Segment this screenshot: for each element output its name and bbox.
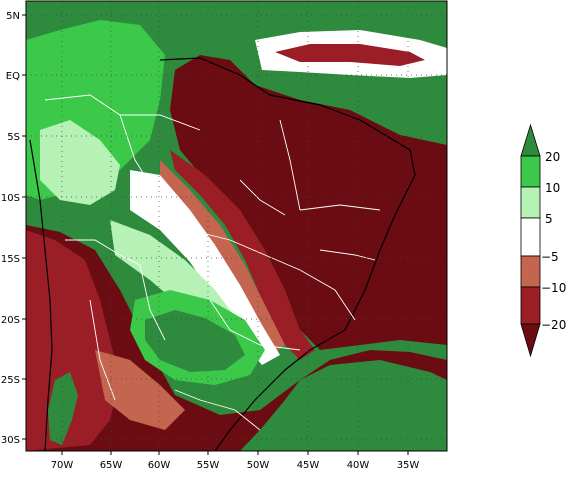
- lat-label: 5S: [7, 132, 20, 143]
- colorbar-label: 5: [545, 212, 553, 226]
- lat-labels: 5N EQ 5S 10S 15S 20S 25S 30S: [1, 11, 20, 446]
- colorbar-bin: [520, 155, 541, 188]
- lon-label: 60W: [148, 460, 171, 471]
- colorbar-bin: [520, 186, 541, 219]
- map-panel: [26, 1, 447, 451]
- field-west-salmon: [95, 350, 185, 430]
- colorbar-label: −10: [541, 281, 566, 295]
- field-west-red: [26, 230, 120, 451]
- colorbar-bin: [520, 323, 541, 358]
- lat-gridlines: [26, 14, 447, 440]
- lon-labels: 70W 65W 60W 55W 50W 45W 40W 35W: [51, 460, 420, 471]
- colorbar-label: −5: [541, 250, 559, 264]
- field-white-band: [130, 170, 280, 365]
- colorbar-label: 20: [545, 150, 560, 164]
- lon-gridlines: [61, 1, 409, 451]
- lat-label: 30S: [1, 435, 20, 446]
- lat-label: 20S: [1, 315, 20, 326]
- lat-label: 25S: [1, 375, 20, 386]
- map-frame: [25, 0, 448, 452]
- lon-label: 70W: [51, 460, 74, 471]
- field-amazon-lightgreen: [40, 120, 120, 205]
- field-north-atlantic-red: [275, 44, 425, 66]
- lat-label: EQ: [6, 71, 20, 82]
- colorbar-bin: [520, 286, 541, 325]
- lon-label: 50W: [247, 460, 270, 471]
- colorbar-bin: [520, 217, 541, 257]
- field-northeast-darkred: [170, 55, 447, 350]
- lon-label: 40W: [347, 460, 370, 471]
- colorbar-bin: [520, 123, 541, 157]
- lat-label: 15S: [1, 254, 20, 265]
- lon-label: 35W: [397, 460, 420, 471]
- colorbar-bin: [520, 255, 541, 288]
- lon-label: 65W: [100, 460, 123, 471]
- political-borders: [44, 94, 381, 431]
- lat-label: 5N: [6, 11, 20, 22]
- lon-tick-marks: [61, 451, 409, 455]
- lon-label: 45W: [297, 460, 320, 471]
- lat-tick-marks: [22, 14, 26, 440]
- lat-label: 10S: [1, 193, 20, 204]
- field-south-atlantic-green: [240, 360, 447, 451]
- colorbar: 20 10 5 −5 −10 −20: [520, 123, 566, 358]
- coastline: [159, 57, 416, 451]
- field-central-darkgreen: [145, 310, 245, 372]
- field-west-green-strip: [48, 372, 78, 445]
- coastline-west: [29, 139, 53, 451]
- field-red-band: [170, 150, 315, 360]
- colorbar-label: 10: [545, 181, 560, 195]
- colorbar-label: −20: [541, 318, 566, 332]
- lon-label: 55W: [197, 460, 220, 471]
